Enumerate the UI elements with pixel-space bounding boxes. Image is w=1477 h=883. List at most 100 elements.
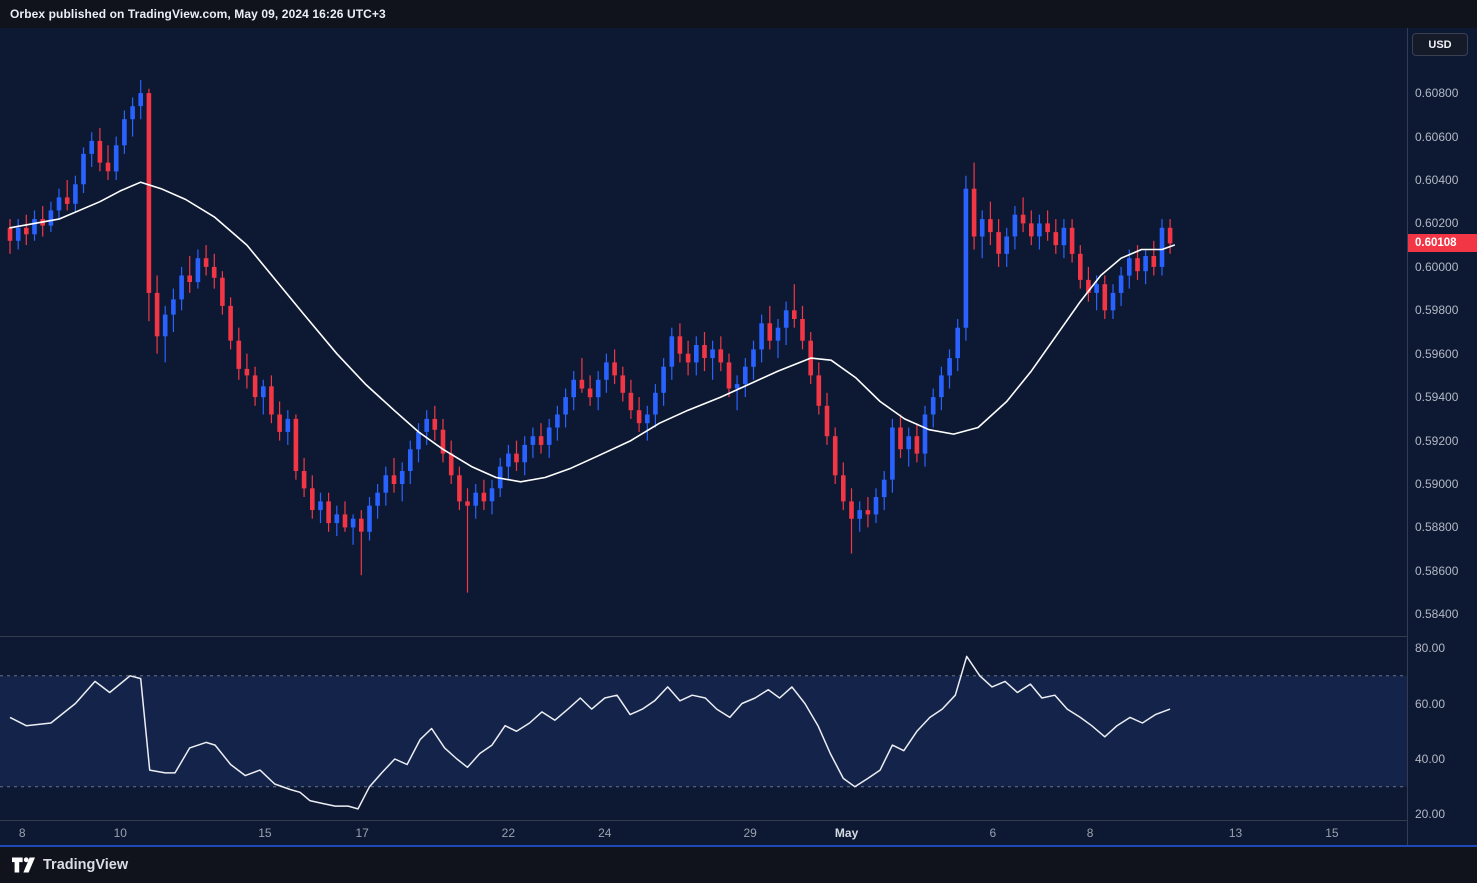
candle-body xyxy=(555,414,560,428)
rsi-tick-label: 60.00 xyxy=(1415,696,1446,711)
candle-body xyxy=(261,386,266,398)
candle-body xyxy=(546,427,552,445)
candle-body xyxy=(710,349,715,359)
candle-body xyxy=(743,366,748,385)
candle-body xyxy=(898,427,903,450)
candle-body xyxy=(15,227,21,241)
candle-body xyxy=(971,188,977,237)
candle-body xyxy=(244,368,250,376)
candle-body xyxy=(538,436,544,445)
candle-body xyxy=(1135,258,1140,272)
time-axis-label: 17 xyxy=(355,826,369,840)
candle-body xyxy=(726,362,732,389)
candle-body xyxy=(105,162,111,172)
last-price-label: 0.60108 xyxy=(1408,234,1477,253)
price-tick-label: 0.58800 xyxy=(1415,520,1459,535)
candle-body xyxy=(367,505,372,532)
candle-body xyxy=(1110,292,1116,311)
candle-body xyxy=(1029,223,1034,237)
candle-body xyxy=(171,299,176,315)
rsi-pane-canvas[interactable] xyxy=(0,637,1407,820)
candle-body xyxy=(939,375,944,398)
candle-body xyxy=(24,227,29,235)
candle-body xyxy=(1053,232,1059,246)
price-tick-label: 0.58400 xyxy=(1415,607,1459,622)
time-axis-label: 15 xyxy=(258,826,272,840)
candle-body xyxy=(628,392,634,411)
candle-body xyxy=(1061,227,1067,246)
candle-body xyxy=(1143,256,1148,272)
candle-body xyxy=(383,475,389,493)
time-axis-label: 15 xyxy=(1325,826,1339,840)
candle-body xyxy=(187,275,192,282)
candle-body xyxy=(48,210,54,226)
candle-body xyxy=(1151,256,1157,267)
candle-body xyxy=(955,327,960,359)
candle-body xyxy=(587,388,593,398)
candle-body xyxy=(375,492,380,506)
candle-body xyxy=(359,518,364,532)
candle-body xyxy=(1004,236,1009,254)
candle-body xyxy=(669,336,675,367)
candle-body xyxy=(113,145,119,172)
candle-body xyxy=(996,232,1001,254)
rsi-tick-label: 40.00 xyxy=(1415,752,1446,766)
candle-body xyxy=(310,488,315,510)
price-tick-label: 0.59000 xyxy=(1415,477,1459,491)
candle-body xyxy=(702,345,707,358)
candle-body xyxy=(1012,214,1018,237)
candle-body xyxy=(285,418,291,432)
main-chart-canvas[interactable] xyxy=(0,28,1407,636)
candle-body xyxy=(890,427,895,480)
candle-body xyxy=(465,501,470,506)
candle-body xyxy=(1045,223,1050,233)
candle-body xyxy=(645,414,650,424)
price-tick-label: 0.59800 xyxy=(1415,303,1459,318)
candle-body xyxy=(138,93,143,107)
candle-body xyxy=(914,436,920,454)
currency-badge[interactable]: USD xyxy=(1412,33,1468,56)
candle-body xyxy=(849,501,854,519)
candle-body xyxy=(620,375,626,393)
candle-body xyxy=(800,319,805,341)
time-axis-label: 24 xyxy=(598,826,612,840)
candle-body xyxy=(677,336,683,354)
time-axis-label: 10 xyxy=(113,826,127,840)
rsi-band xyxy=(0,675,1407,787)
candle-body xyxy=(7,227,13,241)
candle-body xyxy=(841,475,846,502)
publish-text: Orbex published on TradingView.com, May … xyxy=(10,7,386,21)
candle-body xyxy=(579,379,585,389)
price-tick-label: 0.60600 xyxy=(1415,129,1459,144)
candle-body xyxy=(154,292,160,337)
candle-body xyxy=(73,184,78,204)
price-tick-label: 0.60200 xyxy=(1415,216,1459,231)
candle-body xyxy=(922,414,928,454)
candle-body xyxy=(824,405,830,437)
candle-body xyxy=(457,475,462,502)
time-axis[interactable]: 8 10 15 17 22 24 29 May 6 8 13 15 xyxy=(0,821,1477,845)
candle-body xyxy=(122,119,127,146)
candle-body xyxy=(252,375,258,398)
candle-body xyxy=(1078,253,1083,280)
candle-body xyxy=(318,501,323,511)
pane-separator[interactable] xyxy=(0,636,1477,637)
candle-body xyxy=(979,219,985,237)
tradingview-wordmark[interactable]: TradingView xyxy=(43,857,129,873)
tradingview-logo-icon[interactable] xyxy=(12,857,36,874)
candle-body xyxy=(440,429,446,454)
candle-body xyxy=(783,310,789,328)
price-tick-label: 0.60400 xyxy=(1415,173,1459,187)
candle-body xyxy=(1094,284,1099,293)
price-tick-label: 0.59200 xyxy=(1415,433,1459,448)
price-axis[interactable]: USD 0.60108 0.60800 0.60600 0.60400 0.60200… xyxy=(1407,28,1477,845)
time-axis-label: 8 xyxy=(1086,826,1094,840)
candle-body xyxy=(1167,227,1173,244)
candle-body xyxy=(857,510,862,519)
candle-body xyxy=(832,436,838,476)
candle-body xyxy=(432,418,438,430)
candle-body xyxy=(326,501,331,524)
candle-body xyxy=(342,514,348,528)
candle-body xyxy=(81,153,86,185)
candle-body xyxy=(612,362,617,376)
